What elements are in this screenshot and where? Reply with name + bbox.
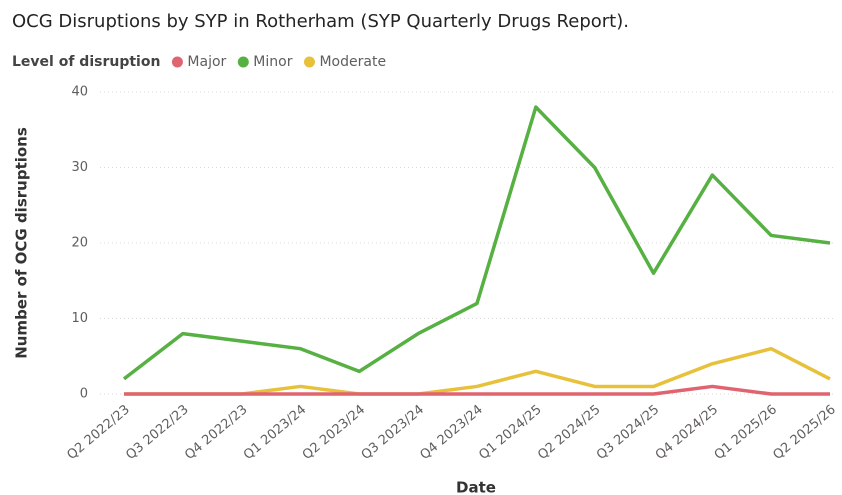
legend-label: Major: [187, 54, 226, 70]
chart-title: OCG Disruptions by SYP in Rotherham (SYP…: [12, 11, 629, 32]
legend-marker: [237, 56, 249, 68]
x-tick-label: Q2 2023/24: [300, 402, 368, 463]
x-tick-label: Q4 2024/25: [653, 402, 721, 463]
legend-label: Moderate: [319, 54, 386, 70]
legend-title: Level of disruption: [12, 54, 160, 70]
x-tick-label: Q1 2024/25: [476, 402, 544, 463]
x-tick-label: Q3 2024/25: [594, 402, 662, 463]
y-tick-label: 20: [71, 236, 88, 251]
x-tick-label: Q1 2023/24: [241, 402, 309, 463]
x-tick-label: Q3 2023/24: [359, 402, 427, 463]
y-tick-label: 10: [71, 311, 88, 326]
legend-marker: [303, 56, 315, 68]
legend-label: Minor: [253, 54, 292, 70]
y-tick-label: 40: [71, 85, 88, 100]
x-tick-label: Q2 2022/23: [64, 402, 132, 463]
legend-marker: [171, 56, 183, 68]
series-line: [122, 105, 831, 381]
x-axis-label: Date: [456, 479, 496, 495]
series-line: [124, 384, 830, 396]
y-axis-label: Number of OCG disruptions: [13, 127, 31, 359]
x-tick-label: Q4 2023/24: [417, 402, 485, 463]
y-tick-label: 30: [71, 160, 88, 175]
x-tick-label: Q1 2025/26: [712, 402, 780, 463]
x-tick-label: Q4 2022/23: [182, 402, 250, 463]
x-tick-label: Q2 2025/26: [770, 402, 838, 463]
x-tick-label: Q2 2024/25: [535, 402, 603, 463]
y-tick-label: 0: [80, 387, 88, 402]
x-tick-label: Q3 2022/23: [123, 402, 191, 463]
